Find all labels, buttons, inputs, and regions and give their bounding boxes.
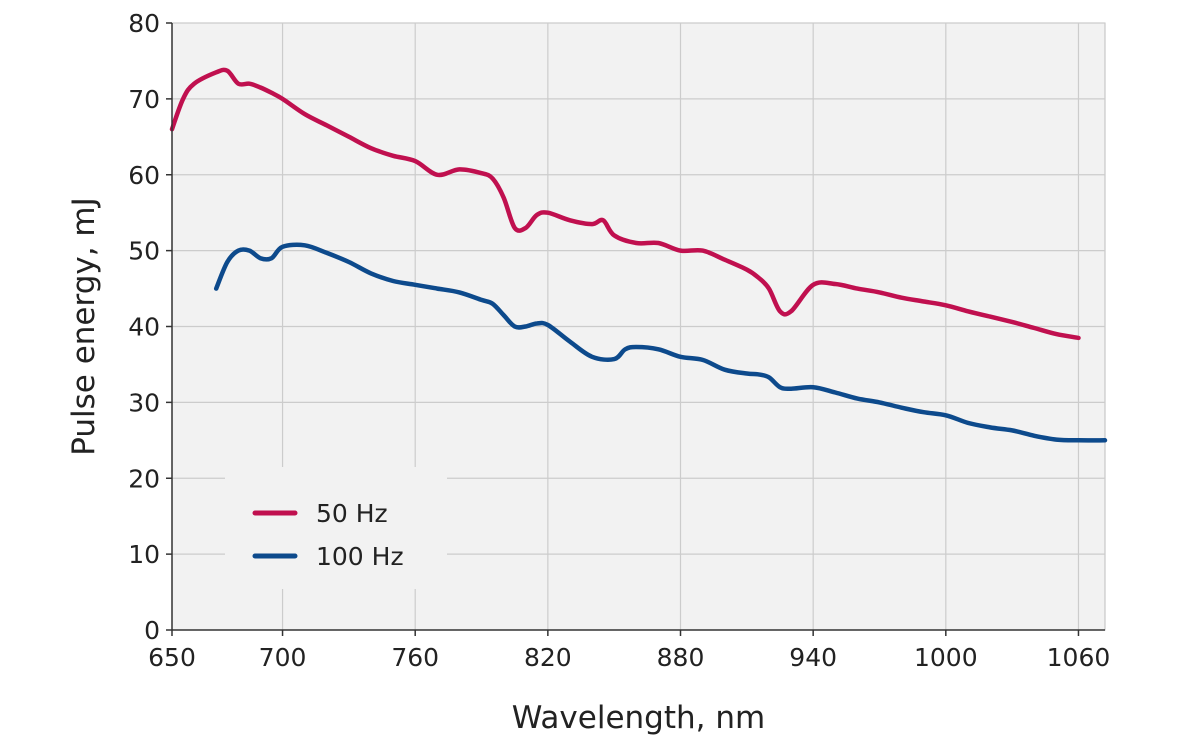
legend-label: 50 Hz: [316, 499, 388, 528]
legend-box: [225, 467, 447, 589]
legend-label: 100 Hz: [316, 542, 404, 571]
y-tick-label: 60: [128, 161, 160, 190]
y-tick-label: 80: [128, 9, 160, 38]
series-lines: [169, 67, 1108, 443]
x-tick-label: 940: [789, 643, 837, 672]
y-tick-label: 70: [128, 85, 160, 114]
y-axis-title: Pulse energy, mJ: [66, 197, 102, 456]
x-tick-label: 820: [524, 643, 572, 672]
x-tick-label: 1000: [914, 643, 978, 672]
x-tick-label: 880: [657, 643, 705, 672]
x-axis-title: Wavelength, nm: [512, 700, 765, 736]
x-tick-label: 1060: [1047, 643, 1111, 672]
y-tick-label: 30: [128, 388, 160, 417]
x-tick-label: 760: [391, 643, 439, 672]
y-tick-label: 20: [128, 464, 160, 493]
series-line-50hz: [169, 67, 1081, 341]
y-tick-label: 0: [144, 616, 160, 645]
y-tick-label: 40: [128, 313, 160, 342]
y-tick-label: 10: [128, 540, 160, 569]
x-tick-label: 700: [259, 643, 307, 672]
axes: 650 700 760 820 880 940 1000 1060 0 10 20 30 40 50 60 7…: [128, 9, 1110, 672]
x-tick-label: 650: [148, 643, 196, 672]
legend: 50 Hz 100 Hz: [225, 467, 447, 589]
y-tick-label: 50: [128, 237, 160, 266]
series-line-100hz: [213, 242, 1108, 443]
